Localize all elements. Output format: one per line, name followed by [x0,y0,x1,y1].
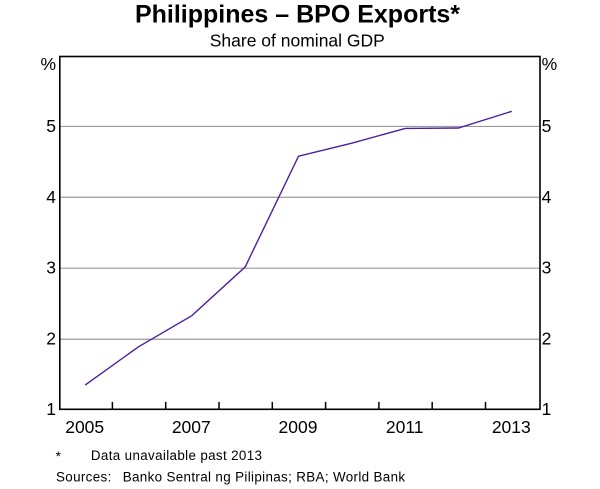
svg-text:Sources:: Sources: [56,470,112,485]
svg-text:2: 2 [46,329,56,349]
svg-text:Share of nominal GDP: Share of nominal GDP [210,31,385,51]
svg-text:1: 1 [46,399,56,419]
svg-text:3: 3 [46,258,56,278]
svg-text:Data unavailable past 2013: Data unavailable past 2013 [91,448,262,463]
svg-text:2009: 2009 [279,417,318,437]
svg-text:5: 5 [46,116,56,136]
svg-text:2: 2 [542,329,552,349]
svg-text:%: % [40,54,56,74]
svg-text:2005: 2005 [65,417,104,437]
svg-text:2007: 2007 [172,417,211,437]
svg-text:Banko Sentral ng Pilipinas; RB: Banko Sentral ng Pilipinas; RBA; World B… [123,470,406,485]
svg-text:Philippines – BPO Exports*: Philippines – BPO Exports* [135,0,460,28]
svg-text:3: 3 [542,258,552,278]
svg-text:%: % [542,54,558,74]
svg-text:*: * [56,449,62,464]
svg-text:4: 4 [542,187,552,207]
svg-text:2011: 2011 [386,417,424,437]
svg-text:5: 5 [542,116,552,136]
svg-text:4: 4 [46,187,56,207]
svg-text:1: 1 [542,399,552,419]
svg-text:2013: 2013 [492,417,531,437]
